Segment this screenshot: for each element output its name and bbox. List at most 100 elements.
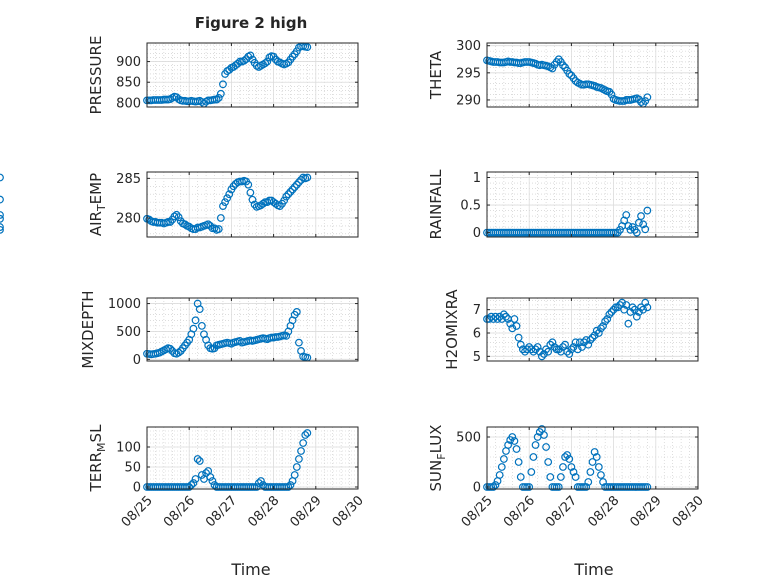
data-point <box>183 483 191 491</box>
data-point <box>635 218 643 227</box>
plot-area <box>487 43 698 107</box>
data-point <box>597 471 605 479</box>
data-point <box>0 225 4 234</box>
x-axis-label-right: Time <box>573 560 613 579</box>
axes-box <box>486 171 699 238</box>
x-tick-label: 08/30 <box>670 493 707 530</box>
axes-box <box>146 297 359 362</box>
data-point <box>607 90 616 99</box>
y-tick-label: 0.5 <box>460 199 481 214</box>
data-point <box>502 312 510 321</box>
data-point <box>216 214 225 222</box>
panel-rainfall: 0 0.5 1 RAINFALL <box>0 169 699 241</box>
y-axis-label: AIRTEMP <box>87 173 108 236</box>
data-point <box>546 473 555 481</box>
data-point <box>639 305 648 314</box>
data-point <box>643 93 652 102</box>
data-point <box>246 188 255 197</box>
data-point <box>0 214 4 223</box>
data-point <box>632 312 641 321</box>
y-tick-label: 1000 <box>108 297 141 312</box>
data-point <box>284 190 293 199</box>
data-point <box>254 479 263 487</box>
data-point <box>284 483 293 491</box>
panel-air_temp: 280 285 AIRTEMP <box>87 171 359 238</box>
data-point <box>214 225 223 233</box>
y-tick-label: 0 <box>133 353 141 368</box>
plot-area <box>147 427 358 489</box>
data-point <box>499 455 508 463</box>
data-point <box>193 455 202 463</box>
x-tick-label: 08/27 <box>543 493 580 530</box>
data-point <box>544 458 553 466</box>
data-point <box>641 97 650 105</box>
data-point <box>0 211 4 219</box>
y-tick-label: 290 <box>456 93 481 108</box>
data-point <box>292 180 301 189</box>
data-point <box>282 332 291 340</box>
data-point <box>0 173 4 182</box>
data-point <box>542 345 550 354</box>
panel-terr_msl: 0 50 100 08/25 08/26 08/27 08/28 08/29 08/30 TERR… <box>87 424 367 530</box>
data-point <box>282 192 291 201</box>
data-point <box>592 326 601 335</box>
data-point <box>626 308 635 316</box>
data-point <box>216 89 225 98</box>
data-point <box>611 303 620 312</box>
data-point <box>578 483 586 491</box>
data-point <box>594 329 603 337</box>
data-point <box>556 473 565 481</box>
plot-area <box>147 172 358 237</box>
data-point <box>185 483 194 491</box>
x-tick-label: 08/27 <box>203 493 240 530</box>
data-point <box>204 220 213 229</box>
data-point <box>550 343 559 351</box>
data-point <box>641 298 650 307</box>
data-point <box>195 305 204 314</box>
data-point <box>499 310 508 319</box>
y-axis-label: H2OMIXRA <box>443 289 461 370</box>
data-point <box>567 463 576 471</box>
data-point <box>565 70 574 78</box>
data-point <box>516 340 525 349</box>
data-point <box>290 471 299 479</box>
data-point <box>525 483 534 491</box>
data-point <box>546 340 555 349</box>
data-point <box>599 322 607 330</box>
data-point <box>250 483 259 491</box>
data-point <box>263 57 272 66</box>
data-point <box>208 477 217 485</box>
data-point <box>299 439 308 447</box>
panel-h2omixra: 5 6 7 H2OMIXRA <box>443 289 699 370</box>
data-point <box>639 483 648 491</box>
data-point <box>563 347 572 356</box>
y-tick-label: 6 <box>473 327 481 342</box>
data-point <box>512 445 521 453</box>
y-tick-label: 500 <box>116 325 141 340</box>
data-point <box>197 471 206 479</box>
data-point <box>571 338 580 347</box>
data-point <box>643 483 652 491</box>
data-point <box>219 80 227 89</box>
data-point <box>292 463 301 471</box>
data-point <box>202 469 210 477</box>
data-point <box>586 336 595 344</box>
y-tick-label: 1 <box>473 171 481 186</box>
data-point <box>210 95 219 104</box>
data-point <box>569 343 578 351</box>
data-point <box>174 213 183 222</box>
data-point <box>597 324 605 333</box>
data-point <box>181 220 189 229</box>
data-point <box>592 453 601 461</box>
data-point <box>229 182 238 191</box>
data-point <box>303 429 312 437</box>
data-point <box>235 57 244 66</box>
y-tick-label: 900 <box>116 55 141 70</box>
data-point <box>497 463 506 471</box>
data-point <box>624 319 633 328</box>
data-point <box>571 473 580 481</box>
y-tick-label: 100 <box>116 441 141 456</box>
data-point <box>616 225 624 234</box>
data-point <box>225 190 234 199</box>
